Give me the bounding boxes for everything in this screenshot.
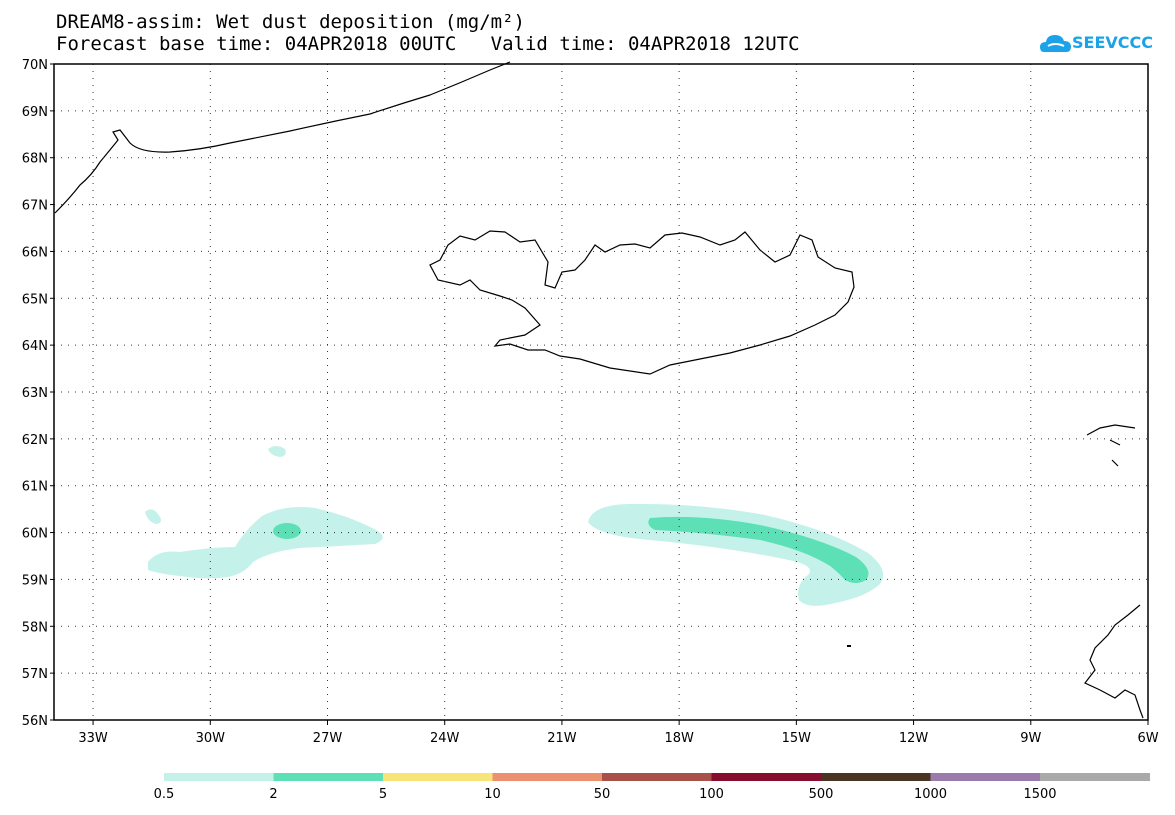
lat-label: 62N: [22, 433, 48, 448]
graticule: [54, 64, 1148, 720]
lat-label: 57N: [22, 667, 48, 682]
lat-label: 66N: [22, 245, 48, 260]
axis-labels: 33W 30W 27W 24W 21W 18W 15W 12W 9W 6W 70N 69N 68N 67N…: [22, 58, 1159, 746]
map-title: DREAM8-assim: Wet dust deposition (mg/m²…: [56, 11, 525, 33]
deposition-mid-east: [648, 516, 869, 583]
scotland-coast: [1084, 604, 1144, 719]
lon-label: 9W: [1020, 731, 1041, 746]
deposition-light-west: [148, 507, 383, 579]
greenland-coast: [54, 61, 511, 214]
logo-text: SEEVCCC: [1072, 33, 1153, 52]
lat-label: 59N: [22, 573, 48, 588]
lat-label: 61N: [22, 480, 48, 495]
lon-label: 15W: [782, 731, 812, 746]
lon-label: 6W: [1137, 731, 1158, 746]
lat-label: 56N: [22, 714, 48, 729]
deposition-light-west-small: [145, 509, 162, 524]
lat-label: 67N: [22, 199, 48, 214]
coastlines: [54, 61, 1144, 719]
lat-label: 64N: [22, 339, 48, 354]
lat-label: 70N: [22, 58, 48, 73]
seevccc-logo: [1040, 35, 1071, 52]
lat-label: 69N: [22, 105, 48, 120]
lon-label: 27W: [313, 731, 343, 746]
iceland-coast: [429, 230, 855, 375]
lat-label: 58N: [22, 620, 48, 635]
lat-label: 63N: [22, 386, 48, 401]
lat-label: 60N: [22, 527, 48, 542]
map-subtitle-times: Forecast base time: 04APR2018 00UTC Vali…: [56, 33, 800, 55]
lat-label: 68N: [22, 152, 48, 167]
lon-label: 12W: [899, 731, 929, 746]
deposition-light-north-speck: [268, 446, 286, 457]
dust-deposition-areas: [145, 446, 884, 647]
axis-ticks: [50, 63, 1149, 725]
lon-label: 24W: [430, 731, 460, 746]
lon-label: 33W: [78, 731, 108, 746]
lon-label: 21W: [547, 731, 577, 746]
faroe-islands: [1086, 424, 1136, 467]
lon-label: 30W: [196, 731, 226, 746]
lat-label: 65N: [22, 292, 48, 307]
deposition-light-west-mid: [273, 523, 301, 539]
lon-label: 18W: [664, 731, 694, 746]
